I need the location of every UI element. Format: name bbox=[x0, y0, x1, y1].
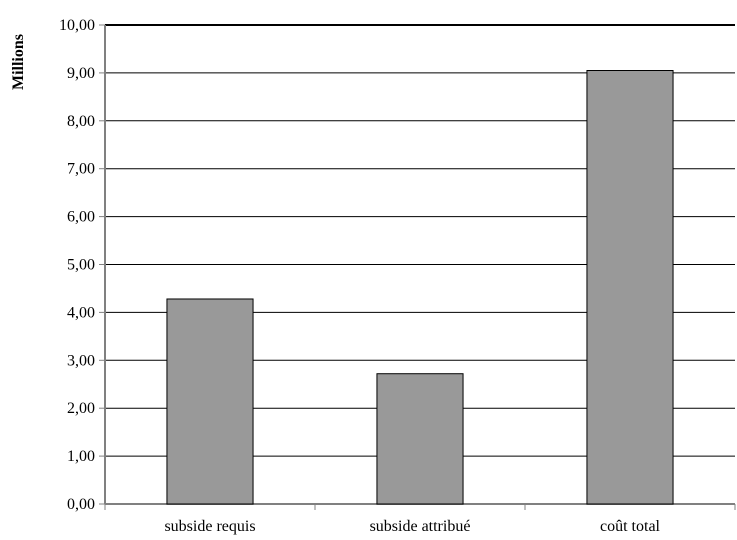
y-tick-label: 6,00 bbox=[67, 209, 95, 226]
y-tick-label: 9,00 bbox=[67, 65, 95, 82]
y-tick-label: 10,00 bbox=[59, 17, 95, 34]
y-tick-labels: 0,00 1,00 2,00 3,00 4,00 5,00 6,00 7,00 8,00 9,00… bbox=[59, 17, 95, 513]
bar bbox=[166, 298, 254, 505]
x-tick-label: subside attribué bbox=[370, 518, 471, 535]
y-tick-label: 8,00 bbox=[67, 113, 95, 130]
x-tick-labels: subside requis subside attribué coût total bbox=[164, 518, 660, 535]
y-tick-label: 5,00 bbox=[67, 257, 95, 274]
y-tick-label: 0,00 bbox=[67, 496, 95, 513]
y-tick-label: 7,00 bbox=[67, 161, 95, 178]
bar bbox=[586, 70, 674, 505]
y-tick-label: 2,00 bbox=[67, 400, 95, 417]
x-tick-label: coût total bbox=[600, 518, 661, 535]
y-tick-label: 3,00 bbox=[67, 352, 95, 369]
x-tick-label: subside requis bbox=[164, 518, 255, 535]
bar bbox=[376, 373, 464, 505]
y-tick-label: 1,00 bbox=[67, 448, 95, 465]
y-tick-label: 4,00 bbox=[67, 304, 95, 321]
y-axis-label: Millions bbox=[10, 34, 27, 90]
bars bbox=[166, 70, 674, 505]
